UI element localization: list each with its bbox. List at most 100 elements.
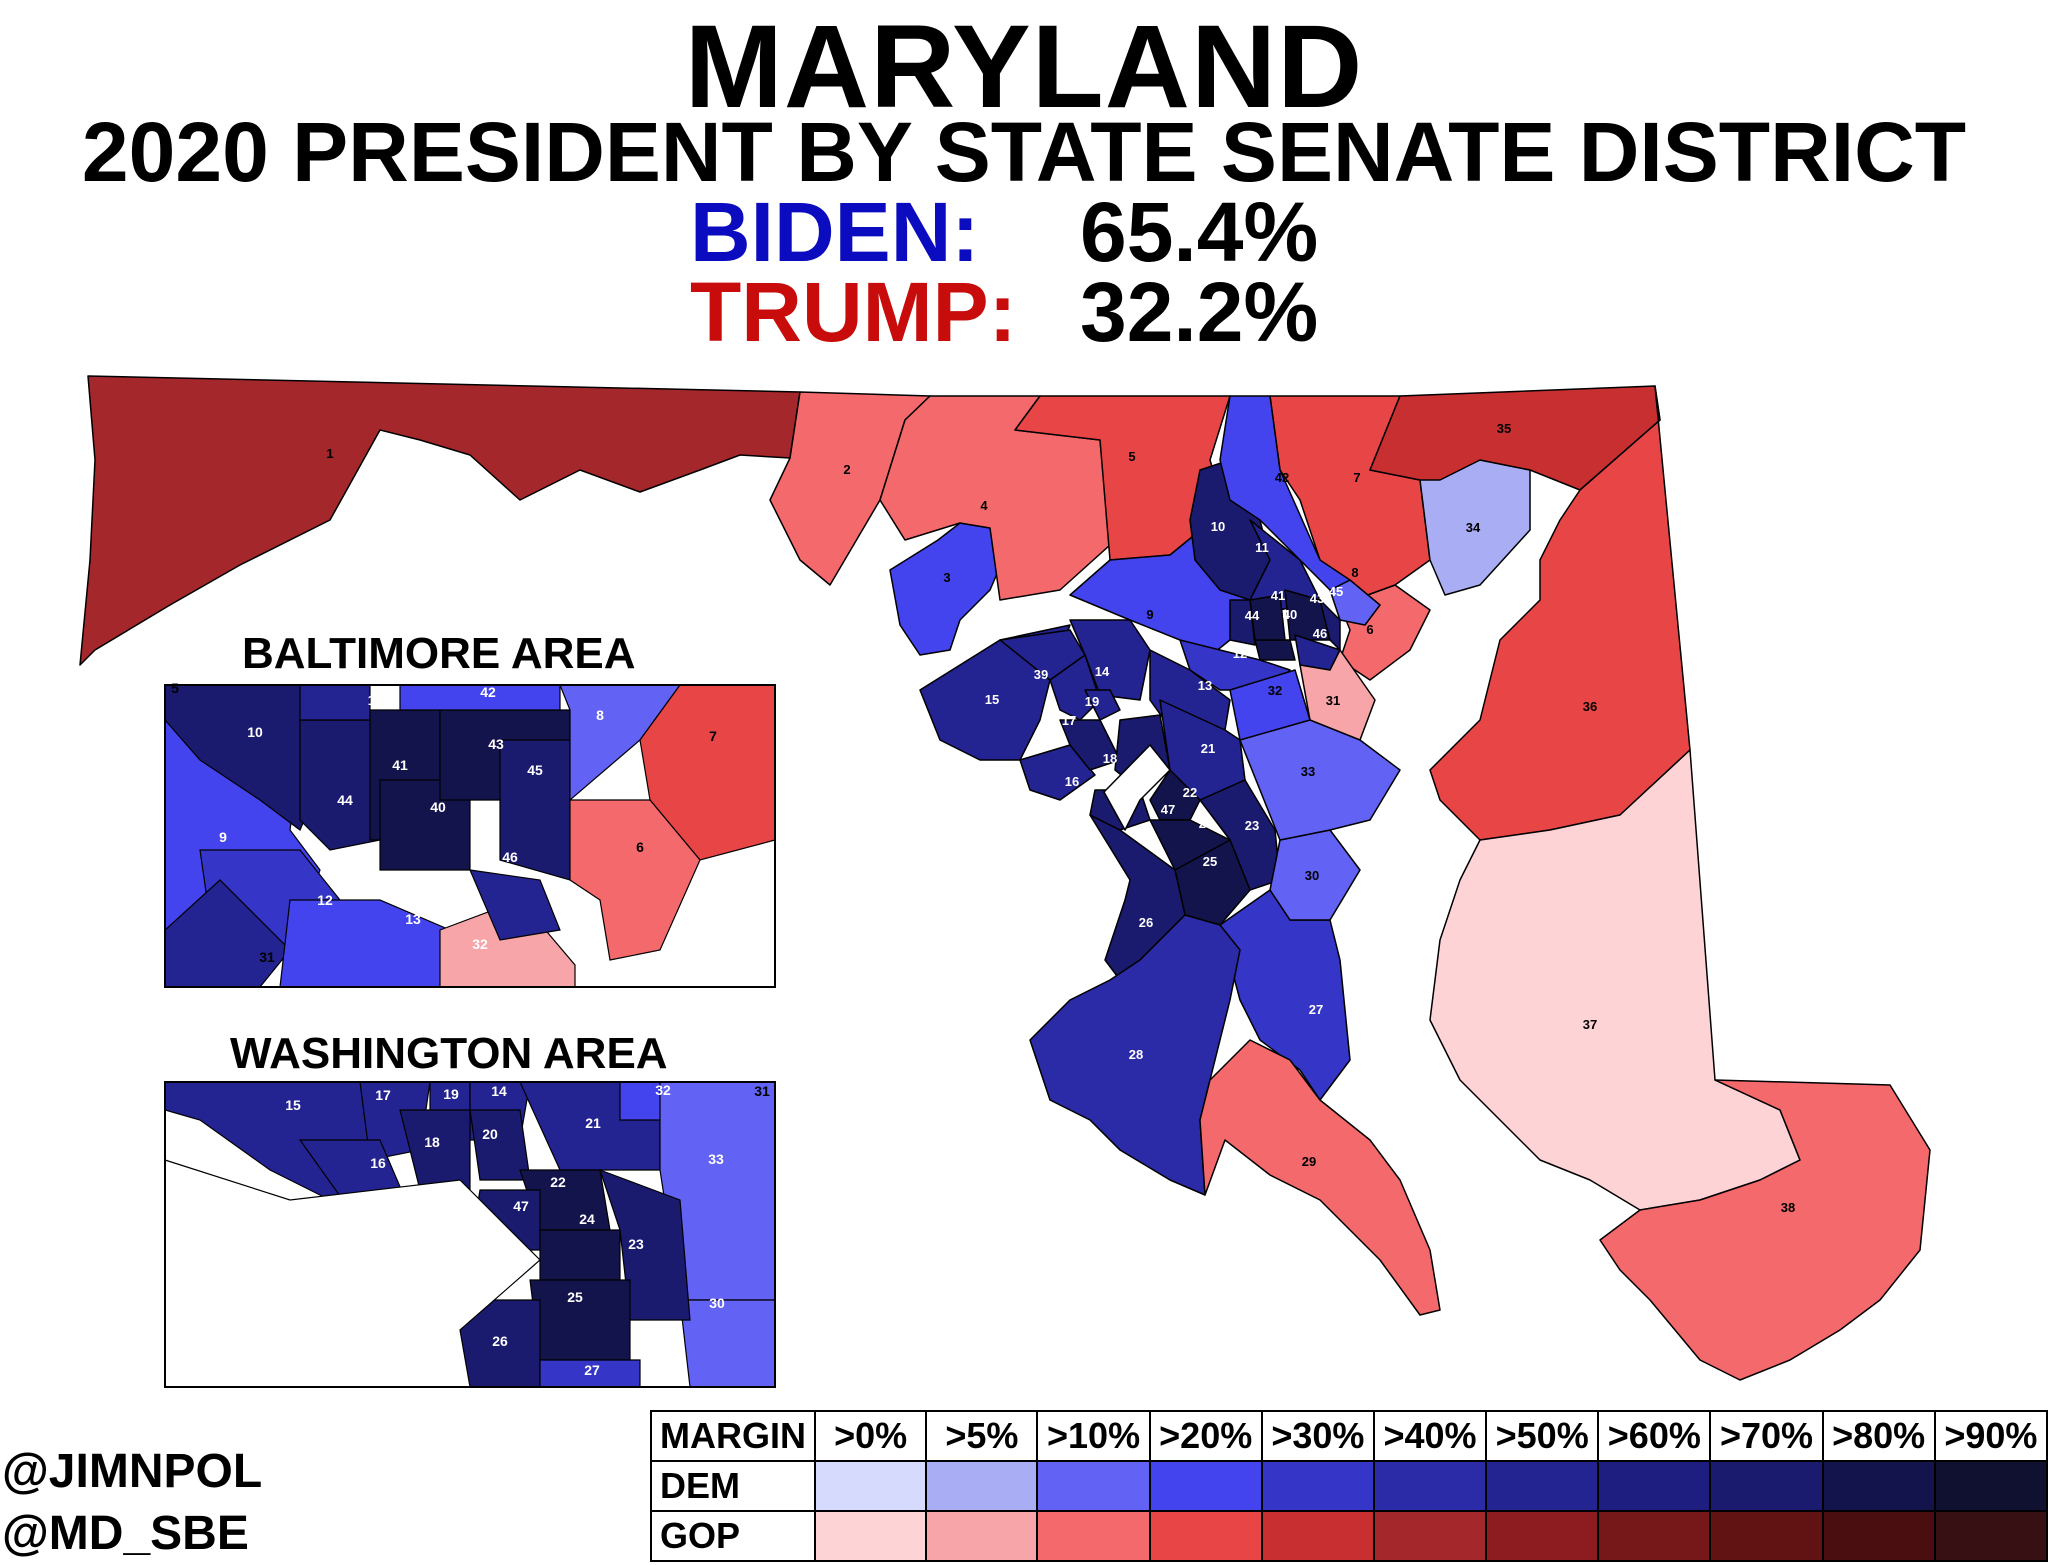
district-label-32: 32 <box>1268 683 1282 698</box>
district-label-38: 38 <box>1781 1200 1795 1215</box>
district-label-35: 35 <box>1497 421 1511 436</box>
district-40 <box>1254 639 1296 661</box>
baltimore-label-13: 13 <box>405 911 421 927</box>
district-29 <box>1199 1039 1441 1316</box>
washington-label-14: 14 <box>491 1083 507 1099</box>
legend-swatch <box>1597 1460 1712 1512</box>
legend-swatch <box>1709 1510 1824 1562</box>
district-label-45: 45 <box>1329 584 1343 599</box>
baltimore-label-42: 42 <box>480 684 496 700</box>
washington-district-27 <box>539 1359 641 1387</box>
district-label-36: 36 <box>1583 699 1597 714</box>
washington-label-23: 23 <box>628 1236 644 1252</box>
district-label-40: 40 <box>1283 607 1297 622</box>
washington-label-16: 16 <box>370 1155 386 1171</box>
state-map <box>79 375 1931 1381</box>
district-label-28: 28 <box>1129 1047 1143 1062</box>
margin-legend: MARGIN >0% >5% >10% >20% >30% >40% >50% … <box>650 1410 2048 1562</box>
district-39 <box>999 629 1086 681</box>
washington-label-27: 27 <box>584 1362 600 1378</box>
district-label-37: 37 <box>1583 1017 1597 1032</box>
legend-swatch <box>925 1460 1039 1512</box>
legend-swatch <box>1933 1510 2048 1562</box>
district-label-4: 4 <box>980 498 988 513</box>
legend-bin: >0% <box>813 1410 928 1462</box>
legend-dem-row: DEM <box>650 1460 2048 1512</box>
legend-swatch <box>1597 1510 1712 1562</box>
baltimore-label-5: 5 <box>171 680 179 696</box>
legend-bin: >5% <box>925 1410 1039 1462</box>
district-label-25: 25 <box>1203 854 1217 869</box>
legend-swatch <box>1372 1460 1488 1512</box>
district-label-24: 24 <box>1199 816 1214 831</box>
legend-swatch <box>813 1460 928 1512</box>
district-label-43: 43 <box>1310 591 1324 606</box>
district-label-27: 27 <box>1309 1002 1323 1017</box>
district-1 <box>79 375 801 666</box>
district-label-30: 30 <box>1305 868 1319 883</box>
district-label-34: 34 <box>1466 520 1481 535</box>
legend-swatch <box>1148 1510 1263 1562</box>
washington-label-32: 32 <box>655 1082 671 1098</box>
baltimore-label-32: 32 <box>472 936 488 952</box>
map-subtitle: 2020 PRESIDENT BY STATE SENATE DISTRICT <box>81 105 1967 199</box>
district-label-9: 9 <box>1146 607 1153 622</box>
district-label-12: 12 <box>1233 646 1247 661</box>
washington-label-25: 25 <box>567 1289 583 1305</box>
washington-label-24: 24 <box>579 1211 595 1227</box>
trump-percent: 32.2% <box>1080 265 1319 359</box>
district-label-19: 19 <box>1085 694 1099 709</box>
biden-label: BIDEN: <box>690 185 980 279</box>
district-label-13: 13 <box>1198 678 1212 693</box>
washington-label-15: 15 <box>285 1097 301 1113</box>
washington-label-17: 17 <box>375 1087 391 1103</box>
washington-label-19: 19 <box>443 1086 459 1102</box>
washington-label-21: 21 <box>585 1115 601 1131</box>
district-label-14: 14 <box>1095 664 1110 679</box>
legend-swatch <box>1036 1460 1151 1512</box>
district-label-46: 46 <box>1313 626 1327 641</box>
district-16 <box>1019 744 1096 801</box>
district-label-44: 44 <box>1245 608 1260 623</box>
washington-inset: 15 17 19 14 32 31 21 16 18 20 33 22 47 24 23 25 30 26 27 <box>164 1081 776 1388</box>
district-label-42: 42 <box>1275 470 1289 485</box>
credit-source: @MD_SBE <box>2 1507 249 1560</box>
legend-swatch <box>1036 1510 1151 1562</box>
district-label-7: 7 <box>1353 470 1360 485</box>
washington-district-30 <box>679 1299 775 1387</box>
inset-maps: 5 11 42 8 7 10 41 43 45 44 40 9 46 6 12 31 13 32 15 17 19 14 3… <box>164 680 776 1388</box>
map-title: MARYLAND <box>684 1 1364 133</box>
district-42 <box>1219 395 1351 591</box>
legend-swatch <box>1260 1510 1375 1562</box>
washington-district-23 <box>599 1168 691 1321</box>
legend-header-label: MARGIN <box>650 1410 816 1462</box>
district-label-16: 16 <box>1065 774 1079 789</box>
baltimore-district-11 <box>299 685 371 721</box>
baltimore-label-40: 40 <box>430 799 446 815</box>
washington-label-31: 31 <box>754 1083 770 1099</box>
baltimore-label-8: 8 <box>596 707 604 723</box>
biden-result-row: BIDEN: 65.4% <box>690 190 1318 274</box>
district-label-29: 29 <box>1302 1154 1316 1169</box>
district-44 <box>1229 599 1256 646</box>
legend-swatch <box>1821 1460 1936 1512</box>
legend-bin: >10% <box>1036 1410 1151 1462</box>
legend-swatch <box>1485 1510 1600 1562</box>
baltimore-district-6 <box>569 799 701 961</box>
baltimore-label-46: 46 <box>502 849 518 865</box>
washington-label-33: 33 <box>708 1151 724 1167</box>
washington-label-18: 18 <box>424 1134 440 1150</box>
district-label-2: 2 <box>843 462 850 477</box>
dc-cutout <box>1103 744 1171 831</box>
legend-header-row: MARGIN >0% >5% >10% >20% >30% >40% >50% … <box>650 1410 2048 1462</box>
baltimore-label-9: 9 <box>219 829 227 845</box>
credit-author: @JIMNPOL <box>2 1445 263 1498</box>
district-label-8: 8 <box>1351 565 1358 580</box>
legend-gop-row: GOP <box>650 1510 2048 1562</box>
legend-bin: >60% <box>1597 1410 1712 1462</box>
baltimore-label-7: 7 <box>709 728 717 744</box>
washington-inset-title: WASHINGTON AREA <box>230 1029 668 1078</box>
baltimore-label-11: 11 <box>368 692 383 708</box>
washington-district-24 <box>539 1229 621 1281</box>
